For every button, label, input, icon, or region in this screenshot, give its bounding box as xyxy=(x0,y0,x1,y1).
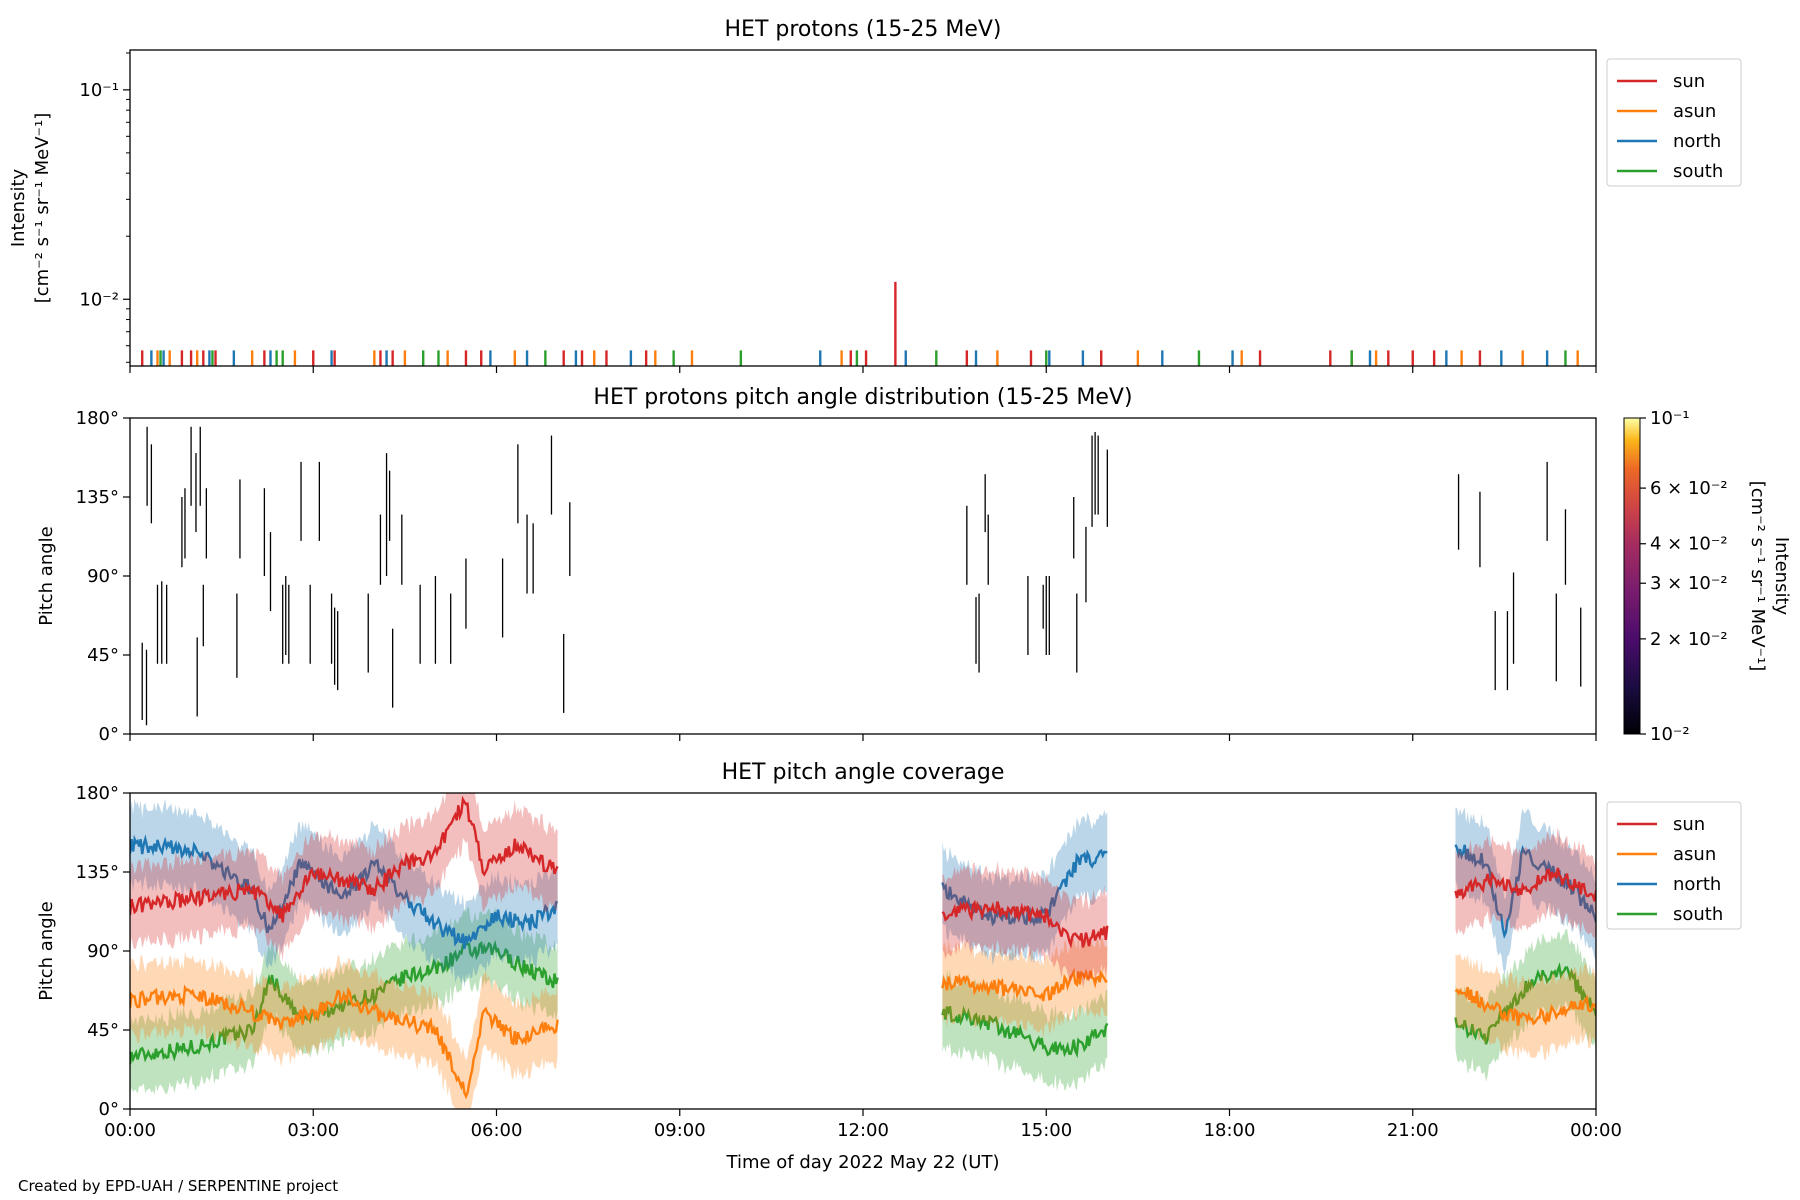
panel1-ylabel-line1: Intensity xyxy=(8,168,29,247)
xtick-label: 09:00 xyxy=(654,1120,706,1141)
coverage-band-sun xyxy=(1455,827,1596,938)
panel2-frame xyxy=(129,417,1597,735)
panel3-title: HET pitch angle coverage xyxy=(722,760,1005,785)
coverage-band-asun xyxy=(130,951,558,1109)
legend-label-asun: asun xyxy=(1673,101,1716,122)
panel3-ylabel: Pitch angle xyxy=(36,901,57,1000)
legend-label-south: south xyxy=(1673,904,1723,925)
coverage-band-north xyxy=(942,809,1108,966)
panel1-yticks: 10⁻¹ 10⁻² xyxy=(79,52,130,363)
xtick-label: 12:00 xyxy=(837,1120,889,1141)
panel2-xticks xyxy=(129,734,1597,741)
xtick-label: 00:00 xyxy=(1570,1120,1622,1141)
coverage-line-north xyxy=(130,834,559,949)
panel2-yticks: 0° 45° 90° 135° 180° xyxy=(76,408,130,745)
xtick-label: 00:00 xyxy=(104,1120,156,1141)
panel-intensity: HET protons (15-25 MeV) 10⁻¹ 10⁻² Intensi… xyxy=(8,17,1742,373)
ytick-label: 10⁻¹ xyxy=(79,80,119,101)
coverage-line-sun xyxy=(1454,867,1596,902)
ytick-label: 180° xyxy=(76,408,119,429)
legend-label-south: south xyxy=(1673,161,1723,182)
panel-pitch-distribution: HET protons pitch angle distribution (15… xyxy=(36,385,1792,745)
colorbar-ticks: 10⁻¹ 6 × 10⁻² 4 × 10⁻² 3 × 10⁻² 2 × 10⁻² 10⁻² xyxy=(1640,408,1728,745)
ytick-label: 0° xyxy=(99,724,119,745)
panel2-ylabel: Pitch angle xyxy=(36,526,57,625)
coverage-line-south xyxy=(130,939,559,1065)
ytick-label: 45° xyxy=(87,1020,119,1041)
xtick-label: 06:00 xyxy=(471,1120,523,1141)
ytick-label: 180° xyxy=(76,783,119,804)
colorbar-tick-label: 6 × 10⁻² xyxy=(1650,478,1728,499)
panel1-plot-area xyxy=(141,281,1579,366)
coverage-line-north xyxy=(1454,844,1596,939)
legend-label-asun: asun xyxy=(1673,844,1716,865)
coverage-line-asun xyxy=(1454,986,1596,1026)
xtick-label: 15:00 xyxy=(1020,1120,1072,1141)
colorbar-tick-label: 10⁻¹ xyxy=(1650,408,1690,429)
panel3-plot-area xyxy=(130,793,1596,1109)
coverage-band-asun xyxy=(1455,953,1596,1062)
colorbar-gradient xyxy=(1623,417,1641,735)
xtick-label: 21:00 xyxy=(1387,1120,1439,1141)
x-axis-label: Time of day 2022 May 22 (UT) xyxy=(726,1152,1000,1173)
legend-box xyxy=(1606,801,1742,930)
panel1-xticks xyxy=(129,366,1597,373)
colorbar-label-line2: [cm⁻² s⁻¹ sr⁻¹ MeV⁻¹] xyxy=(1747,481,1768,672)
panel2-title: HET protons pitch angle distribution (15… xyxy=(593,385,1132,410)
panel2-plot-area xyxy=(141,426,1582,726)
colorbar-label-line1: Intensity xyxy=(1771,537,1792,616)
legend-label-sun: sun xyxy=(1673,71,1705,92)
panel3-yticks: 0° 45° 90° 135° 180° xyxy=(76,783,130,1120)
coverage-line-south xyxy=(1454,962,1596,1045)
ytick-label: 135° xyxy=(76,862,119,883)
colorbar-tick-label: 4 × 10⁻² xyxy=(1650,534,1728,555)
ytick-label: 135° xyxy=(76,487,119,508)
coverage-band-asun xyxy=(942,935,1108,1039)
coverage-band-sun xyxy=(942,860,1108,989)
coverage-line-sun xyxy=(941,899,1109,949)
panel1-legend: sun asun north south xyxy=(1606,58,1742,187)
xtick-label: 18:00 xyxy=(1204,1120,1256,1141)
xtick-label: 03:00 xyxy=(287,1120,339,1141)
legend-label-north: north xyxy=(1673,131,1721,152)
legend-box xyxy=(1606,58,1742,187)
colorbar-tick-label: 10⁻² xyxy=(1650,724,1690,745)
coverage-line-asun xyxy=(941,967,1108,1002)
ytick-label: 10⁻² xyxy=(79,289,119,310)
coverage-band-north xyxy=(1455,807,1596,975)
ytick-label: 45° xyxy=(87,645,119,666)
legend-label-north: north xyxy=(1673,874,1721,895)
ytick-label: 0° xyxy=(99,1099,119,1120)
coverage-band-sun xyxy=(130,793,558,962)
colorbar-tick-label: 2 × 10⁻² xyxy=(1650,629,1728,650)
coverage-line-asun xyxy=(130,984,559,1100)
coverage-band-south xyxy=(1455,928,1596,1082)
panel3-xticks: 00:00 03:00 06:00 09:00 12:00 15:00 18:00 21:00… xyxy=(104,1109,1622,1141)
colorbar-tick-label: 3 × 10⁻² xyxy=(1650,573,1728,594)
panel1-ylabel-line2: [cm⁻² s⁻¹ sr⁻¹ MeV⁻¹] xyxy=(32,113,53,304)
coverage-band-south xyxy=(942,968,1108,1092)
panel1-title: HET protons (15-25 MeV) xyxy=(725,17,1002,42)
ytick-label: 90° xyxy=(87,941,119,962)
coverage-line-sun xyxy=(130,795,559,923)
credit-text: Created by EPD-UAH / SERPENTINE project xyxy=(18,1177,338,1195)
panel-pitch-coverage: HET pitch angle coverage 0° 45° 90° 135° 180… xyxy=(36,760,1742,1141)
colorbar: 10⁻¹ 6 × 10⁻² 4 × 10⁻² 3 × 10⁻² 2 × 10⁻² 10⁻²… xyxy=(1623,408,1792,745)
ytick-label: 90° xyxy=(87,566,119,587)
coverage-line-south xyxy=(941,1005,1109,1059)
panel1-frame xyxy=(129,49,1597,367)
panel3-legend: sun asun north south xyxy=(1606,801,1742,930)
legend-label-sun: sun xyxy=(1673,814,1705,835)
